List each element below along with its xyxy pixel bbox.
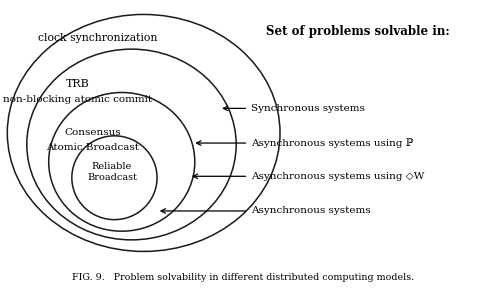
Text: Asynchronous systems using ◇W: Asynchronous systems using ◇W	[251, 172, 424, 181]
Text: Reliable: Reliable	[92, 162, 132, 171]
Text: TRB: TRB	[66, 79, 90, 89]
Text: Atomic Broadcast: Atomic Broadcast	[46, 143, 139, 152]
Text: Synchronous systems: Synchronous systems	[251, 104, 365, 113]
Text: FIG. 9.   Problem solvability in different distributed computing models.: FIG. 9. Problem solvability in different…	[73, 273, 414, 282]
Text: Consensus: Consensus	[64, 128, 121, 138]
Text: Broadcast: Broadcast	[87, 173, 137, 182]
Text: Set of problems solvable in:: Set of problems solvable in:	[266, 25, 450, 38]
Text: non-blocking atomic commit: non-blocking atomic commit	[3, 95, 152, 104]
Text: Asynchronous systems: Asynchronous systems	[251, 206, 371, 216]
Text: Asynchronous systems using ℙ: Asynchronous systems using ℙ	[251, 138, 413, 148]
Text: clock synchronization: clock synchronization	[37, 33, 157, 42]
